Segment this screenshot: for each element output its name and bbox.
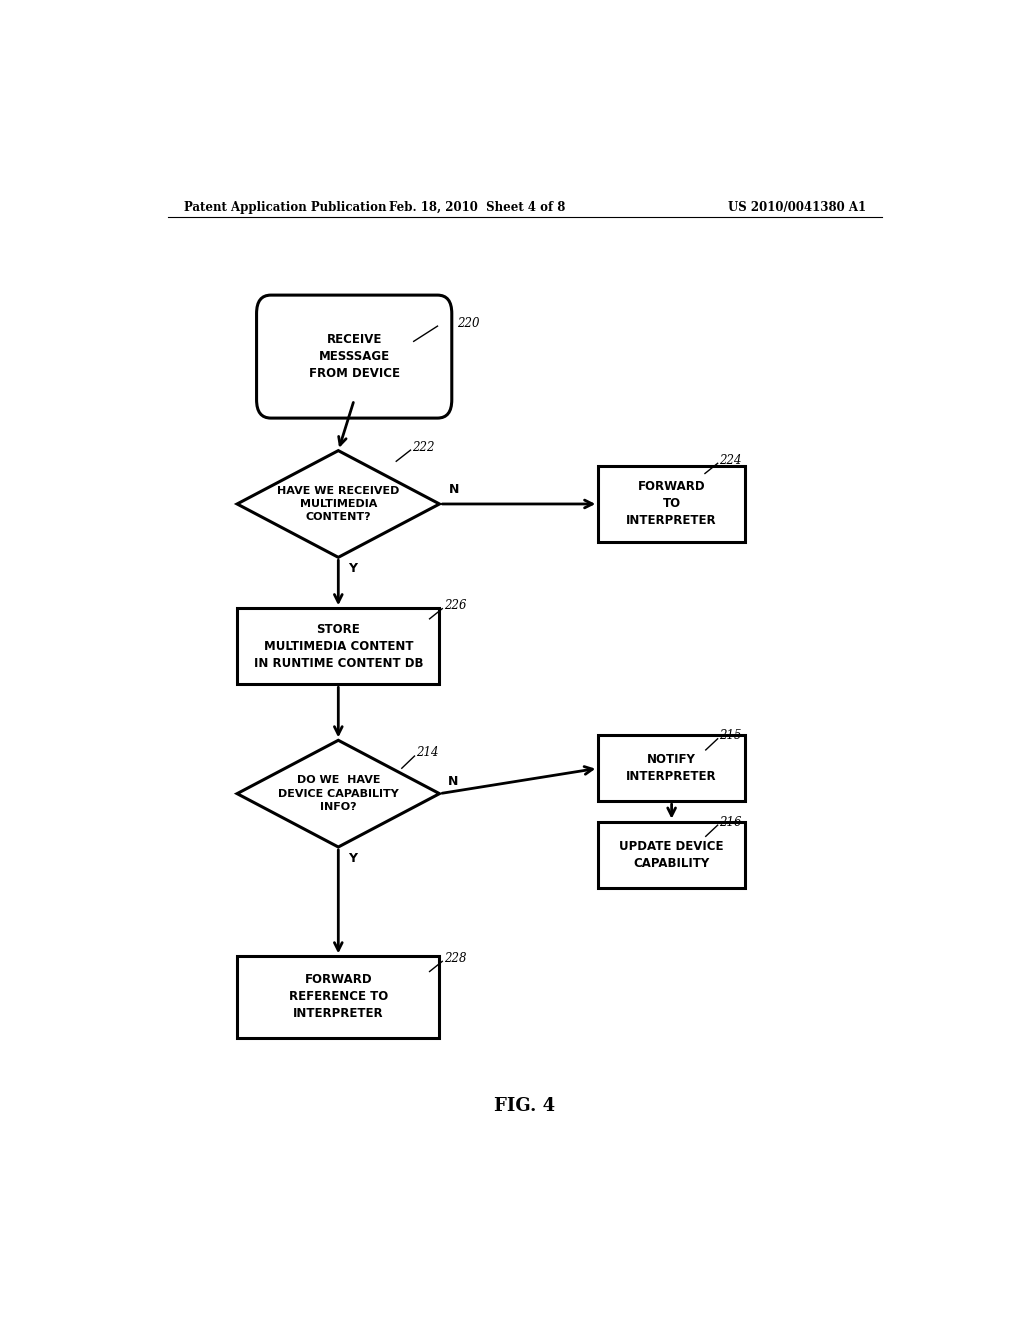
- Text: FORWARD
TO
INTERPRETER: FORWARD TO INTERPRETER: [627, 480, 717, 528]
- Text: HAVE WE RECEIVED
MULTIMEDIA
CONTENT?: HAVE WE RECEIVED MULTIMEDIA CONTENT?: [278, 486, 399, 523]
- Bar: [238, 956, 439, 1038]
- Text: Patent Application Publication: Patent Application Publication: [183, 201, 386, 214]
- Bar: [598, 735, 745, 801]
- Text: 214: 214: [416, 747, 438, 759]
- Polygon shape: [238, 450, 439, 557]
- Bar: [598, 821, 745, 887]
- Text: NOTIFY
INTERPRETER: NOTIFY INTERPRETER: [627, 754, 717, 783]
- FancyBboxPatch shape: [257, 296, 452, 418]
- Bar: [598, 466, 745, 543]
- Text: UPDATE DEVICE
CAPABILITY: UPDATE DEVICE CAPABILITY: [620, 840, 724, 870]
- Polygon shape: [238, 741, 439, 847]
- Text: FORWARD
REFERENCE TO
INTERPRETER: FORWARD REFERENCE TO INTERPRETER: [289, 973, 388, 1020]
- Text: 222: 222: [412, 441, 434, 454]
- Text: 228: 228: [443, 952, 466, 965]
- Text: N: N: [447, 775, 458, 788]
- Text: RECEIVE
MESSSAGE
FROM DEVICE: RECEIVE MESSSAGE FROM DEVICE: [308, 333, 399, 380]
- Text: 215: 215: [719, 729, 741, 742]
- Text: 224: 224: [719, 454, 741, 467]
- Text: STORE
MULTIMEDIA CONTENT
IN RUNTIME CONTENT DB: STORE MULTIMEDIA CONTENT IN RUNTIME CONT…: [254, 623, 423, 669]
- Text: Feb. 18, 2010  Sheet 4 of 8: Feb. 18, 2010 Sheet 4 of 8: [389, 201, 565, 214]
- Text: FIG. 4: FIG. 4: [495, 1097, 555, 1114]
- Text: US 2010/0041380 A1: US 2010/0041380 A1: [728, 201, 866, 214]
- Text: Y: Y: [348, 562, 356, 576]
- Text: 226: 226: [443, 599, 466, 612]
- Text: N: N: [449, 483, 460, 496]
- Text: 216: 216: [719, 816, 741, 829]
- Text: 220: 220: [458, 317, 480, 330]
- Bar: [238, 609, 439, 684]
- Text: DO WE  HAVE
DEVICE CAPABILITY
INFO?: DO WE HAVE DEVICE CAPABILITY INFO?: [278, 775, 398, 812]
- Text: Y: Y: [348, 853, 356, 865]
